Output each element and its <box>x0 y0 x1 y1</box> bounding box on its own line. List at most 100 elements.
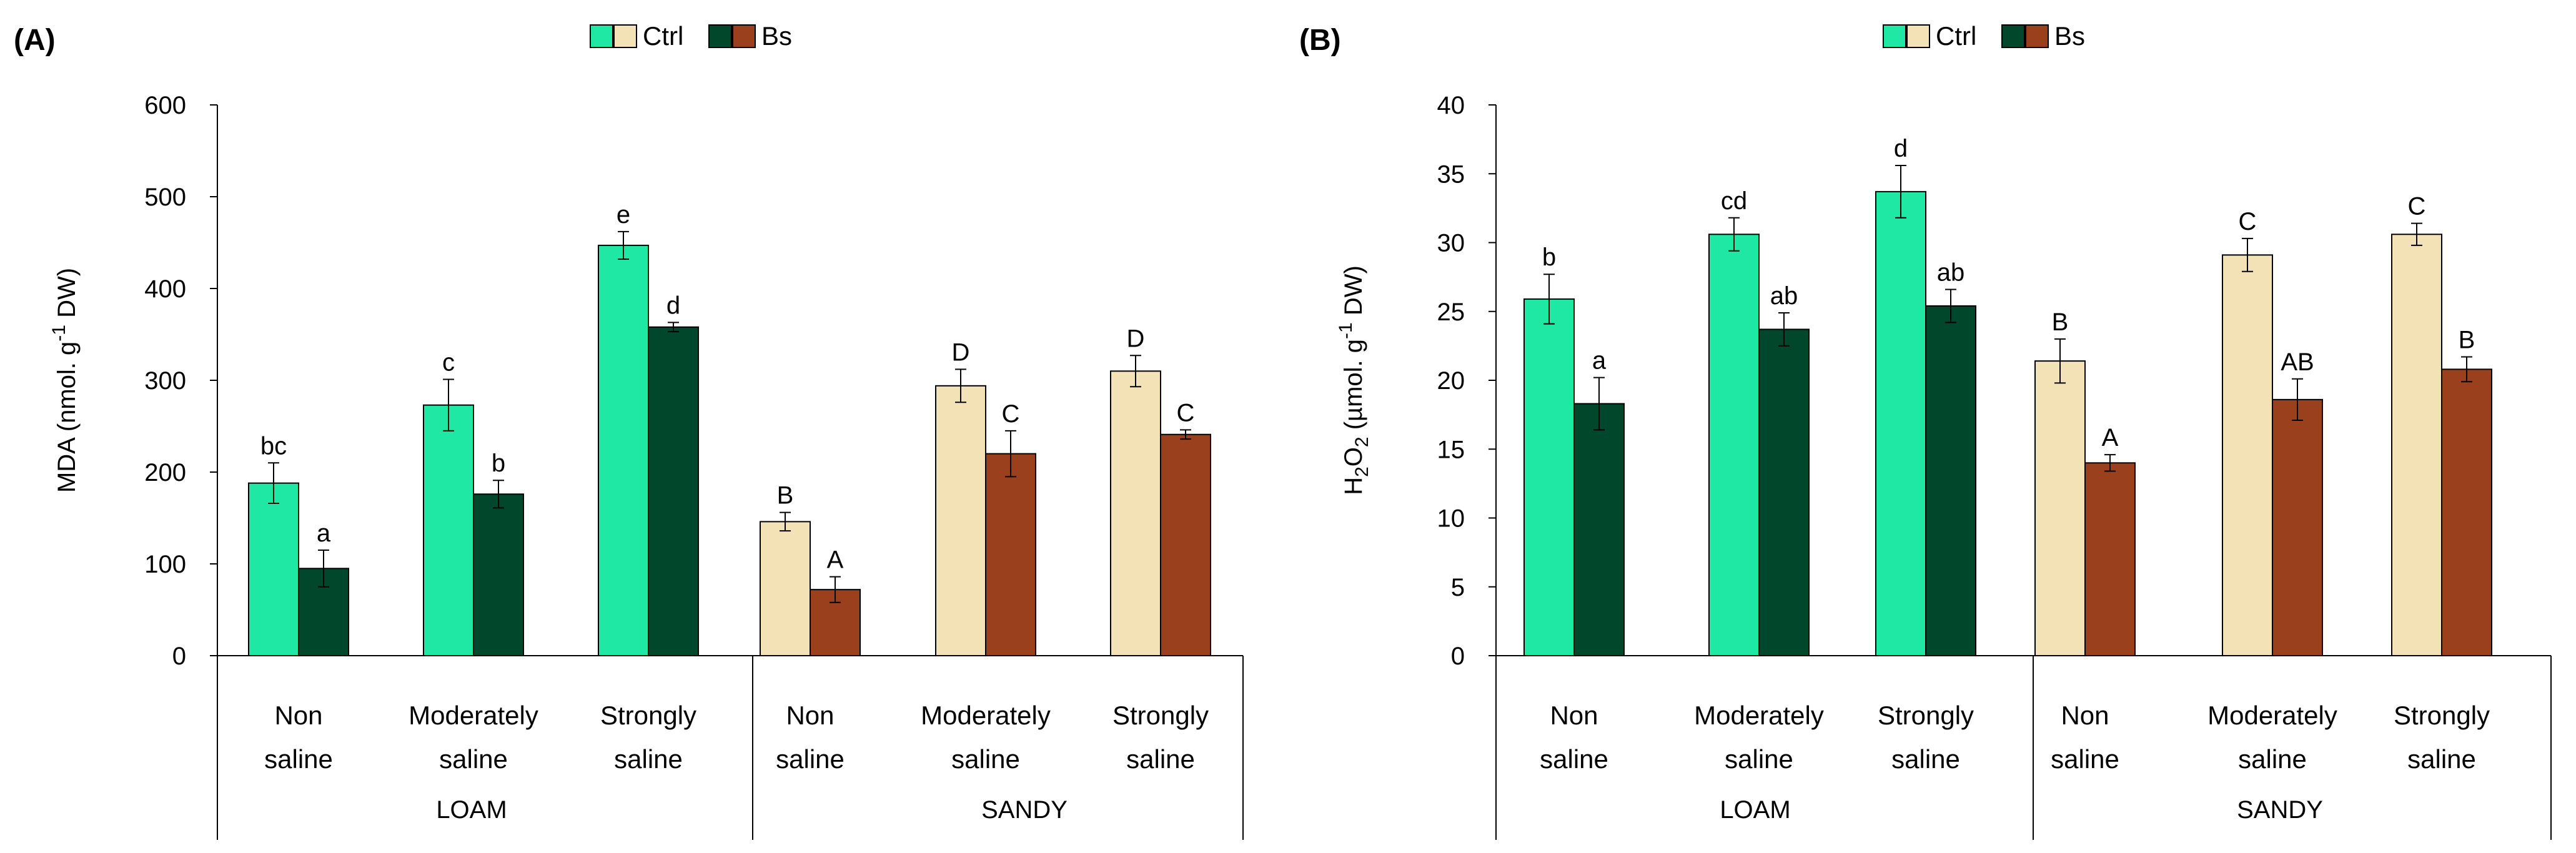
group-label-loam: LOAM <box>1720 796 1790 824</box>
bar-ctrl-6 <box>2391 234 2442 656</box>
significance-letter-bs-4: A <box>827 546 844 574</box>
y-axis-title: H2O2 (µmol. g-1 DW) <box>1335 265 1372 495</box>
significance-letter-bs-1: a <box>317 520 331 547</box>
x-category-label: Strongly <box>2394 701 2490 730</box>
significance-letter-ctrl-3: e <box>617 201 630 229</box>
x-category-label: saline <box>951 744 1020 774</box>
x-category-label: Moderately <box>921 701 1051 730</box>
legend: Ctrl Bs <box>590 21 792 51</box>
bar-bs-3 <box>648 326 699 656</box>
legend-swatch-bs-loam <box>708 24 732 48</box>
bar-ctrl-3 <box>598 244 649 657</box>
y-title-sub: 2 <box>1352 436 1372 447</box>
y-tick-label: 5 <box>1451 574 1465 601</box>
x-category-label: saline <box>1725 744 1793 774</box>
y-title-sub: 2 <box>1352 466 1372 477</box>
y-axis-title: MDA (nmol. g-1 DW) <box>49 268 81 493</box>
y-tick-label: 25 <box>1437 298 1465 326</box>
y-title-part: (µmol. g <box>1340 339 1367 436</box>
significance-letter-ctrl-6: D <box>1127 325 1145 352</box>
significance-letter-bs-5: AB <box>2281 348 2314 376</box>
bar-bs-3 <box>1925 305 1976 656</box>
significance-letter-ctrl-1: bc <box>260 432 287 460</box>
x-category-label: saline <box>1540 744 1608 774</box>
significance-letter-ctrl-2: c <box>442 349 455 377</box>
y-title-part: O <box>1340 447 1367 466</box>
bar-ctrl-5 <box>2222 254 2273 657</box>
significance-letter-ctrl-5: D <box>952 338 970 366</box>
legend-label-ctrl: Ctrl <box>643 21 683 51</box>
y-title-sup: -1 <box>1335 322 1356 339</box>
bar-bs-1 <box>1573 403 1625 656</box>
significance-letter-bs-6: C <box>1177 399 1195 426</box>
legend-swatch-ctrl-loam <box>1883 24 1906 48</box>
x-category-label: Strongly <box>600 701 696 730</box>
legend-label-ctrl: Ctrl <box>1936 21 1976 51</box>
x-category-label: saline <box>1891 744 1960 774</box>
legend-swatch-bs-sandy <box>2025 24 2049 48</box>
bar-ctrl-5 <box>935 385 986 656</box>
significance-letter-bs-4: A <box>2102 424 2119 451</box>
panel-label: (A) <box>14 24 56 57</box>
bar-bs-6 <box>1160 433 1211 656</box>
y-tick-label: 40 <box>1437 92 1465 119</box>
legend-label-bs: Bs <box>2054 21 2085 51</box>
y-tick-label: 300 <box>144 367 186 395</box>
y-tick-label: 0 <box>1451 643 1465 670</box>
legend-swatch-ctrl-sandy <box>1906 24 1930 48</box>
x-category-label: Non <box>786 701 834 730</box>
legend-swatch-bs-sandy <box>732 24 756 48</box>
chart-panel-a: (A) Ctrl Bs 0 100 200 300 400 500 600 MDA (nmol. g… <box>14 21 1244 840</box>
bar-ctrl-4 <box>760 521 811 656</box>
significance-letter-ctrl-6: C <box>2408 193 2426 220</box>
significance-letter-bs-1: a <box>1592 347 1607 375</box>
legend-swatch-bs-loam <box>2001 24 2025 48</box>
significance-letter-bs-3: d <box>666 292 680 319</box>
x-category-label: Moderately <box>409 701 538 730</box>
bar-bs-2 <box>1758 328 1810 656</box>
x-category-label: Non <box>2061 701 2109 730</box>
x-category-label: saline <box>1126 744 1195 774</box>
panel-label: (B) <box>1299 24 1341 57</box>
significance-letter-bs-2: ab <box>1770 282 1798 310</box>
x-category-label: Moderately <box>1694 701 1824 730</box>
bar-ctrl-1 <box>248 482 299 656</box>
x-category-label: saline <box>2407 744 2476 774</box>
bar-ctrl-2 <box>1708 234 1760 656</box>
y-tick-label: 400 <box>144 275 186 303</box>
bar-bs-5 <box>985 453 1036 656</box>
y-tick-label: 0 <box>172 643 186 670</box>
x-category-label: saline <box>614 744 683 774</box>
x-category-label: saline <box>264 744 333 774</box>
legend-label-bs: Bs <box>761 21 792 51</box>
significance-letter-ctrl-1: b <box>1542 244 1556 271</box>
bar-bs-6 <box>2441 368 2492 656</box>
group-label-sandy: SANDY <box>981 796 1068 824</box>
y-title-part: MDA (nmol. g <box>53 342 81 493</box>
significance-letter-bs-3: ab <box>1937 259 1965 286</box>
y-title-part: DW) <box>1340 265 1367 322</box>
bar-bs-4 <box>2084 462 2136 656</box>
y-tick-label: 200 <box>144 459 186 486</box>
bar-ctrl-1 <box>1523 298 1575 656</box>
y-tick-label: 100 <box>144 551 186 578</box>
legend: Ctrl Bs <box>1883 21 2085 51</box>
x-category-label: saline <box>776 744 845 774</box>
significance-letter-bs-2: b <box>492 450 505 477</box>
significance-letter-bs-6: B <box>2459 327 2475 354</box>
significance-letter-bs-5: C <box>1002 400 1020 428</box>
x-category-label: saline <box>2051 744 2119 774</box>
x-category-label: saline <box>2238 744 2307 774</box>
significance-letter-ctrl-4: B <box>777 482 794 510</box>
y-title-part: H <box>1340 477 1367 495</box>
y-tick-label: 35 <box>1437 160 1465 188</box>
group-label-sandy: SANDY <box>2237 796 2323 824</box>
x-category-label: Non <box>274 701 322 730</box>
x-category-label: saline <box>439 744 508 774</box>
bar-ctrl-4 <box>2034 360 2086 656</box>
significance-letter-ctrl-5: C <box>2239 208 2257 235</box>
y-tick-label: 20 <box>1437 367 1465 395</box>
y-tick-label: 15 <box>1437 436 1465 463</box>
